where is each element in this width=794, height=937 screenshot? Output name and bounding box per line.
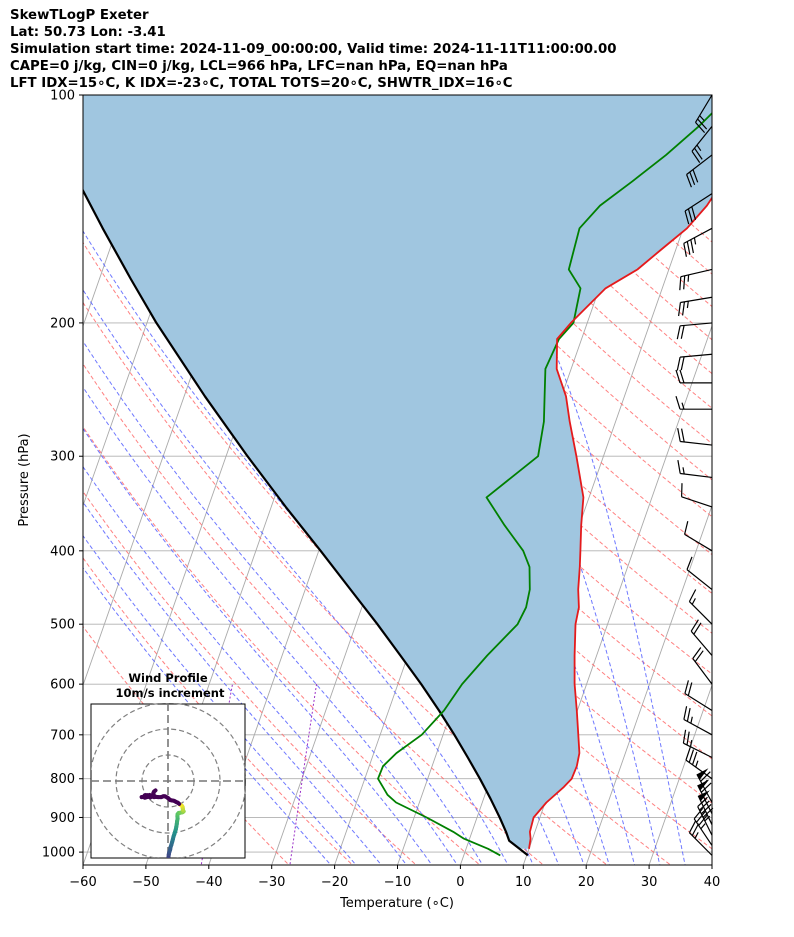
dewpoint-line — [377, 112, 712, 857]
axes: Pressure (hPa) Temperature (∘C) 10020030… — [17, 89, 720, 912]
moist-adiabat — [403, 95, 686, 865]
wind-barb — [675, 396, 713, 410]
y-tick-label: 800 — [50, 772, 75, 787]
isotherm-line — [83, 95, 102, 148]
dry-adiabat — [83, 490, 417, 865]
hodograph-inset: Wind Profile 10m/s increment — [90, 671, 246, 859]
moist-adiabat — [83, 534, 357, 865]
y-tick-label: 700 — [50, 728, 75, 743]
dry-adiabat — [390, 95, 712, 409]
y-tick-label: 100 — [50, 89, 75, 104]
wind-barb — [683, 706, 713, 736]
wind-barb — [681, 483, 713, 508]
wind-barbs — [675, 94, 714, 856]
wind-barb — [686, 154, 713, 188]
temperature-line — [528, 196, 712, 849]
y-tick-label: 400 — [50, 544, 75, 559]
title-latlon: Lat: 50.73 Lon: -3.41 — [10, 25, 166, 40]
wind-barb — [686, 556, 713, 591]
x-tick-label: −40 — [195, 875, 222, 890]
wind-barb — [677, 459, 713, 479]
x-tick-label: −30 — [258, 875, 285, 890]
wind-barb — [697, 796, 714, 836]
wind-barb — [678, 296, 713, 317]
moist-adiabat — [83, 567, 332, 865]
y-tick-label: 300 — [50, 450, 75, 465]
chart-header: SkewTLogP Exeter Lat: 50.73 Lon: -3.41 S… — [10, 7, 617, 92]
x-tick-label: −10 — [384, 875, 411, 890]
isotherm-line — [585, 504, 712, 865]
dry-adiabat — [83, 301, 608, 865]
wind-barb — [688, 589, 713, 625]
hodograph-segment — [152, 788, 158, 794]
parcel-profile-line — [83, 188, 529, 857]
dry-adiabat — [83, 425, 481, 865]
title-indices-cape: CAPE=0 j/kg, CIN=0 j/kg, LCL=966 hPa, LF… — [10, 59, 508, 74]
x-tick-label: 0 — [456, 875, 464, 890]
y-axis-label: Pressure (hPa) — [17, 433, 32, 526]
hodograph-subtitle: 10m/s increment — [116, 686, 225, 700]
wind-barb — [684, 680, 713, 711]
wind-barb — [693, 807, 713, 846]
dry-adiabat — [83, 362, 545, 865]
cin-shading — [83, 95, 712, 849]
profile-lines — [83, 112, 712, 857]
wind-barb — [690, 619, 713, 656]
wind-barb — [684, 193, 713, 225]
moist-adiabat — [83, 288, 509, 865]
x-tick-label: 30 — [641, 875, 658, 890]
x-tick-label: 20 — [578, 875, 595, 890]
wind-barb — [694, 94, 713, 133]
wind-barb — [697, 790, 713, 825]
x-tick-label: −20 — [321, 875, 348, 890]
x-tick-label: 40 — [704, 875, 721, 890]
x-tick-label: 10 — [515, 875, 532, 890]
moist-adiabat — [83, 501, 382, 865]
wind-barb — [691, 125, 713, 163]
wind-barb — [696, 768, 713, 803]
dry-adiabat — [357, 95, 712, 445]
wind-barb — [688, 820, 713, 856]
x-tick-label: −60 — [69, 875, 96, 890]
wind-barb — [684, 521, 713, 552]
x-tick-label: −50 — [132, 875, 159, 890]
hodograph-title: Wind Profile — [128, 671, 208, 685]
y-tick-label: 900 — [50, 811, 75, 826]
wind-barb — [692, 647, 713, 685]
x-axis-label: Temperature (∘C) — [339, 896, 454, 911]
wind-barb — [676, 353, 713, 371]
moist-adiabat — [83, 427, 433, 865]
y-tick-label: 1000 — [42, 846, 75, 861]
title-station: SkewTLogP Exeter — [10, 8, 149, 23]
wind-barb — [683, 227, 713, 257]
wind-barb — [679, 268, 713, 291]
wind-barb — [685, 747, 713, 780]
moist-adiabat — [83, 465, 408, 865]
title-indices-stability: LFT IDX=15∘C, K IDX=-23∘C, TOTAL TOTS=20… — [10, 76, 513, 91]
title-times: Simulation start time: 2024-11-09_00:00:… — [10, 42, 617, 57]
y-tick-label: 600 — [50, 678, 75, 693]
isotherm-line — [711, 863, 712, 865]
y-tick-label: 200 — [50, 316, 75, 331]
wind-barb — [675, 369, 713, 384]
y-tick-label: 500 — [50, 618, 75, 633]
mixing-ratio-line — [289, 684, 318, 865]
wind-barb — [682, 729, 713, 759]
wind-barb — [677, 428, 713, 446]
cape-cin-fill — [83, 95, 712, 849]
wind-barb — [697, 779, 713, 815]
wind-barb — [676, 322, 713, 340]
isotherm-line — [648, 683, 712, 865]
